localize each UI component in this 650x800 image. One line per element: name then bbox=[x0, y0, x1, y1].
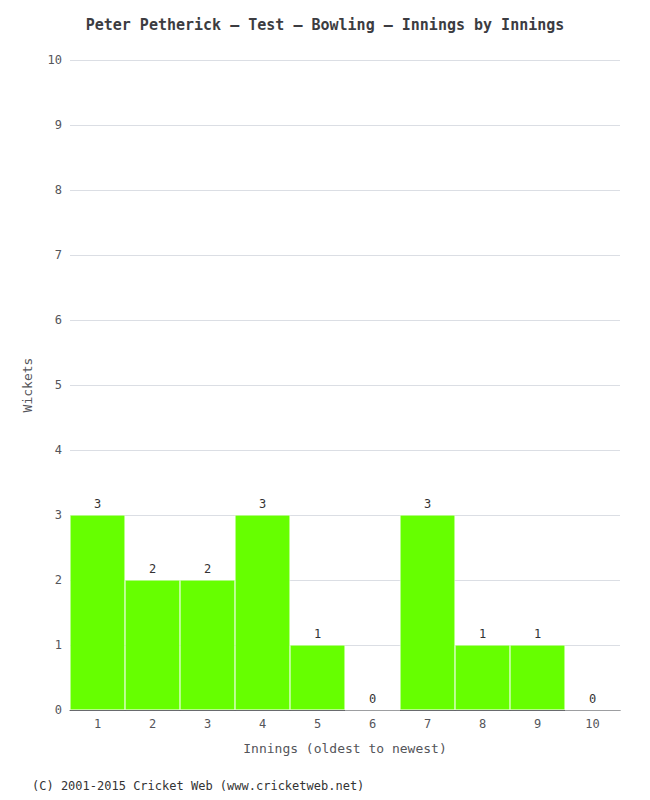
svg-text:3: 3 bbox=[55, 508, 62, 522]
svg-text:3: 3 bbox=[94, 497, 101, 511]
svg-text:7: 7 bbox=[424, 717, 431, 731]
svg-text:1: 1 bbox=[534, 627, 541, 641]
svg-text:0: 0 bbox=[589, 692, 596, 706]
svg-text:(C) 2001-2015 Cricket Web (www: (C) 2001-2015 Cricket Web (www.cricketwe… bbox=[32, 779, 364, 793]
svg-text:4: 4 bbox=[55, 443, 62, 457]
svg-text:4: 4 bbox=[259, 717, 266, 731]
svg-text:0: 0 bbox=[369, 692, 376, 706]
svg-text:3: 3 bbox=[204, 717, 211, 731]
svg-text:1: 1 bbox=[479, 627, 486, 641]
svg-text:Innings (oldest to newest): Innings (oldest to newest) bbox=[243, 741, 447, 756]
svg-text:2: 2 bbox=[55, 573, 62, 587]
svg-text:9: 9 bbox=[534, 717, 541, 731]
svg-text:2: 2 bbox=[149, 717, 156, 731]
svg-text:1: 1 bbox=[94, 717, 101, 731]
svg-text:5: 5 bbox=[314, 717, 321, 731]
svg-text:3: 3 bbox=[259, 497, 266, 511]
svg-text:Peter Petherick – Test – Bowli: Peter Petherick – Test – Bowling – Innin… bbox=[86, 16, 565, 34]
svg-text:8: 8 bbox=[55, 183, 62, 197]
svg-text:10: 10 bbox=[48, 53, 62, 67]
svg-text:1: 1 bbox=[314, 627, 321, 641]
svg-text:3: 3 bbox=[424, 497, 431, 511]
svg-text:Wickets: Wickets bbox=[20, 358, 35, 413]
svg-text:5: 5 bbox=[55, 378, 62, 392]
svg-text:10: 10 bbox=[585, 717, 599, 731]
svg-text:6: 6 bbox=[55, 313, 62, 327]
svg-text:2: 2 bbox=[204, 562, 211, 576]
svg-text:0: 0 bbox=[55, 703, 62, 717]
svg-text:8: 8 bbox=[479, 717, 486, 731]
svg-text:2: 2 bbox=[149, 562, 156, 576]
svg-text:6: 6 bbox=[369, 717, 376, 731]
svg-text:1: 1 bbox=[55, 638, 62, 652]
svg-text:9: 9 bbox=[55, 118, 62, 132]
svg-text:7: 7 bbox=[55, 248, 62, 262]
